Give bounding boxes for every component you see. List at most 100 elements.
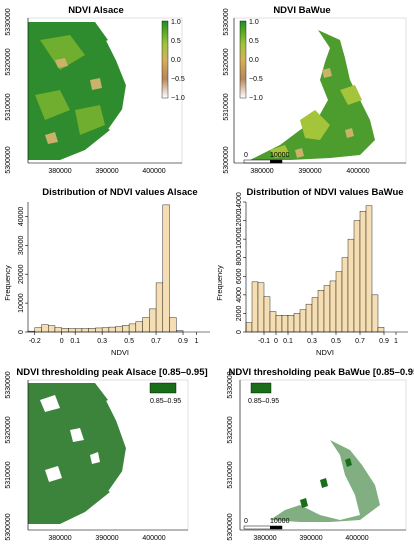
x-tick-label: 1 <box>394 338 398 345</box>
y-tick-label: 2000 <box>236 306 243 322</box>
legend-label: −0.5 <box>249 76 263 83</box>
x-tick-label: 0.1 <box>70 338 80 345</box>
chart-title: Distribution of NDVI values Alsace <box>42 187 197 198</box>
y-tick-label: 40000 <box>18 207 25 227</box>
y-tick-label: 10000 <box>18 293 25 313</box>
x-tick-label: 400000 <box>142 535 165 542</box>
x-tick-label: 0.7 <box>355 338 365 345</box>
histogram-bar <box>371 294 379 333</box>
scale-bar-label: 0 <box>244 152 248 159</box>
x-tick-label: 0.3 <box>307 338 317 345</box>
legend-label: 0.0 <box>249 57 259 64</box>
histogram-bar <box>41 324 49 333</box>
histogram-bar <box>169 317 177 333</box>
histogram-bar <box>377 327 385 333</box>
map-panel-ndvi-alsace: NDVI Alsace 1.0 0.5 0.0 −0.5 −1.0 <box>5 5 185 175</box>
y-tick-label: 14000 <box>236 192 243 212</box>
map-title: NDVI thresholding peak Alsace [0.85–0.95… <box>16 367 207 378</box>
x-tick-label: -0.1 <box>258 338 270 345</box>
x-tick-label: 1 <box>195 338 199 345</box>
legend-label: 0.5 <box>171 38 181 45</box>
y-tick-label: 5310000 <box>227 461 234 488</box>
histogram-bar <box>128 323 137 333</box>
histogram-bar <box>353 220 361 333</box>
y-tick-label: 5300000 <box>223 146 230 173</box>
x-tick-label: 400000 <box>345 535 368 542</box>
map-panel-threshold-bawue: NDVI thresholding peak BaWue [0.85–0.95]… <box>227 367 414 542</box>
y-tick-label: 30000 <box>18 235 25 255</box>
x-tick-label: 400000 <box>142 168 165 175</box>
y-tick-label: 5330000 <box>5 371 12 398</box>
x-tick-label: -0.2 <box>29 338 41 345</box>
histogram-bar <box>74 328 83 333</box>
scale-bar-label: 10000 <box>270 152 290 159</box>
legend-label: 0.85–0.95 <box>150 398 181 405</box>
histogram-bar <box>81 328 89 333</box>
y-tick-label: 12000 <box>236 211 243 231</box>
histogram-bar <box>335 271 343 333</box>
low-ndvi-patches <box>295 68 354 158</box>
river <box>106 39 131 132</box>
y-tick-label: 5300000 <box>5 146 12 173</box>
histogram-bar <box>88 328 96 333</box>
y-tick-label: 6000 <box>236 268 243 284</box>
y-tick-label: 5330000 <box>223 8 230 35</box>
chart-title: Distribution of NDVI values BaWue <box>246 187 403 198</box>
legend-label: 0.5 <box>249 38 259 45</box>
y-tick-label: 5300000 <box>227 513 234 540</box>
histogram-bar <box>269 311 277 333</box>
scale-bar-label: 0 <box>244 518 248 525</box>
histogram-bar <box>359 211 367 333</box>
legend-label: −0.5 <box>171 76 185 83</box>
histogram-bar <box>305 303 313 333</box>
threshold-patches <box>300 458 352 508</box>
histogram-bar <box>149 308 157 333</box>
x-axis-label: NDVI <box>316 348 334 357</box>
histogram-bar <box>347 238 355 333</box>
map-title: NDVI BaWue <box>273 5 330 16</box>
histogram-bar <box>299 309 307 333</box>
gaps <box>40 395 100 482</box>
histogram-bar <box>311 297 319 333</box>
vegetation-area <box>250 30 375 160</box>
histogram-bawue: Distribution of NDVI values BaWue Freque… <box>215 187 408 357</box>
histogram-bar <box>263 296 271 333</box>
y-tick-label: 5310000 <box>5 461 12 488</box>
x-tick-label: 0.5 <box>124 338 134 345</box>
threshold-area <box>28 383 128 524</box>
x-tick-label: 0.5 <box>331 338 341 345</box>
x-tick-label: 380000 <box>250 168 273 175</box>
x-tick-label: 390000 <box>299 535 322 542</box>
x-tick-label: 0.9 <box>379 338 389 345</box>
histogram-bar <box>162 204 170 333</box>
histogram-bar <box>54 327 62 333</box>
x-tick-label: 0.7 <box>151 338 161 345</box>
y-tick-label: 5330000 <box>5 8 12 35</box>
vegetation-patches <box>35 35 105 135</box>
x-tick-label: 390000 <box>95 168 118 175</box>
x-tick-label: 0.3 <box>97 338 107 345</box>
legend-label: 1.0 <box>249 19 259 26</box>
y-tick-label: 5320000 <box>223 48 230 75</box>
legend-colorbar <box>161 20 169 99</box>
y-tick-label: 5300000 <box>5 513 12 540</box>
legend-label: −1.0 <box>249 95 263 102</box>
y-tick-label: 5310000 <box>223 93 230 120</box>
histogram-bar <box>68 328 76 333</box>
legend-label: 1.0 <box>171 19 181 26</box>
map-title: NDVI Alsace <box>68 5 124 16</box>
x-tick-label: 0.1 <box>283 338 293 345</box>
y-tick-label: 5310000 <box>5 93 12 120</box>
legend-swatch <box>250 382 272 394</box>
histogram-bar <box>257 282 265 333</box>
x-tick-label: 380000 <box>48 168 71 175</box>
map-panel-threshold-alsace: NDVI thresholding peak Alsace [0.85–0.95… <box>5 367 208 542</box>
histogram-bar <box>245 322 253 333</box>
legend-label: 0.0 <box>171 57 181 64</box>
x-tick-label: 380000 <box>253 535 276 542</box>
histogram-bar <box>329 280 337 333</box>
x-tick-label: 400000 <box>346 168 369 175</box>
y-tick-label: 0 <box>236 330 243 334</box>
histogram-bar <box>251 281 259 333</box>
